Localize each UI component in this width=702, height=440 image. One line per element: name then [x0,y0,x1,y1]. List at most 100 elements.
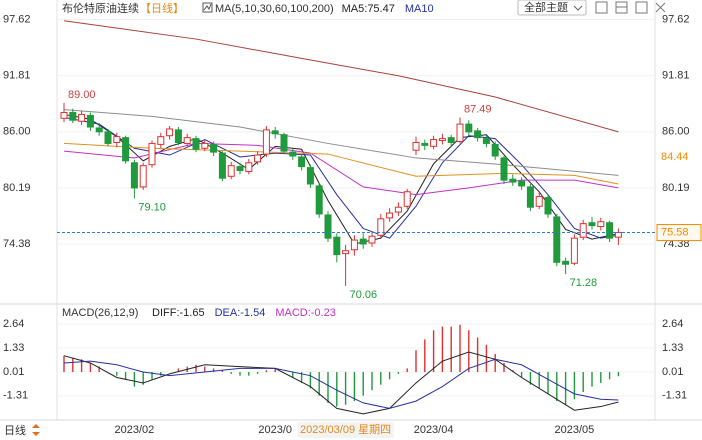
candle-body [104,131,112,144]
tab-arrows[interactable] [32,424,40,436]
ma-line [63,142,619,196]
extreme-label: 89.00 [68,89,96,101]
candle-body [289,151,297,157]
legend-entry: MA10 [405,3,434,15]
y-tick-label-right: 91.81 [662,70,690,82]
x-tick-label: 2023/0 [258,424,292,436]
candle-body [342,250,350,255]
cursor-label: 2023/03/09 星期四 [300,423,391,436]
y-tick-label-right: 1.33 [662,342,683,354]
candle-body [491,143,499,157]
candle-body [254,154,262,163]
candle-body [60,112,68,119]
candle-body [227,165,235,177]
candle-body [174,129,182,143]
y-tick-label: 97.62 [3,13,31,25]
candle-body [236,166,244,171]
candle-body [183,137,191,144]
macd-line [63,358,619,409]
x-tick-label: 2023/02 [115,424,155,436]
candle-body [403,191,411,207]
candle-body [86,114,94,128]
close-icon[interactable] [655,2,666,13]
x-tick-label: 2023/04 [414,424,454,436]
candle-body [368,235,376,244]
extreme-label: 79.10 [138,201,166,213]
candle-body [324,214,332,239]
y-tick-label-right: 2.64 [662,318,683,330]
y-tick-label: 0.01 [3,366,24,378]
y-tick-label-right: 97.62 [662,13,690,25]
candle-body [192,138,200,150]
ma-icon [202,2,213,13]
candle-body [553,216,561,263]
candle-body [412,141,420,151]
candle-body [438,138,446,142]
legend-entry: DEA:-1.54 [215,307,266,319]
theme-button[interactable] [517,0,587,16]
candle-body [95,127,103,133]
y-tick-label: 1.33 [3,342,24,354]
y-tick-label-right: 74.38 [662,238,690,250]
y-tick-label: 74.38 [3,238,31,250]
candle-body [482,138,490,144]
ma-line [63,116,619,239]
tool-icon[interactable] [595,1,608,14]
last-price-box [656,224,702,242]
last-price-label: 75.58 [661,226,689,238]
x-tick-label: 2023/05 [555,424,595,436]
indicator-label: MA(5,10,30,60,100,200) [215,3,334,15]
y-tick-label: 86.00 [3,126,31,138]
candle-body [579,223,587,238]
candle-body [280,134,288,152]
y-tick-label: 80.19 [3,182,31,194]
y-tick-label: 2.64 [3,318,24,330]
cursor-box [297,422,394,438]
extreme-label: 70.06 [350,289,378,301]
candle-body [350,239,358,251]
candle-body [201,142,209,149]
y-tick-label-right: 0.01 [662,366,683,378]
candle-body [474,130,482,139]
candle-body [157,136,165,145]
dropdown-arrow [573,5,583,11]
y-tick-label: -1.31 [3,390,28,402]
candle-body [377,218,385,236]
ma-line [63,20,619,133]
candle-body [245,162,253,172]
candle-body [606,222,614,239]
legend-entry: MA5:75.47 [342,3,395,15]
ma-line [63,142,619,185]
candle-body [465,123,473,133]
theme-button-label: 全部主题 [524,0,568,14]
candle-body [166,128,174,137]
candle-body [597,221,605,228]
candle-body [544,197,552,215]
candle-body [306,167,314,185]
candle-body [588,222,596,227]
candle-body [218,152,226,179]
indicator-title: MACD(26,12,9) [62,307,138,319]
y-tick-label-right: 86.00 [662,126,690,138]
candle-body [271,130,279,135]
candle-body [535,196,543,207]
candle-body [570,237,578,264]
macd-line [63,351,619,415]
extreme-label: 71.28 [570,277,598,289]
candle-body [315,185,323,215]
ma-line [63,113,619,245]
candle-body [69,112,77,121]
chart-title: 布伦特原油连续 [62,1,139,15]
extreme-label: 87.49 [464,103,492,115]
candle-body [430,139,438,147]
tool-icon[interactable] [635,1,648,14]
candle-body [421,142,429,146]
candle-body [518,180,526,187]
y-tick-label-right: -1.31 [662,390,687,402]
candle-body [386,212,394,219]
period-tab[interactable]: 日线 [4,423,26,437]
candle-body [210,143,218,153]
candle-body [614,232,622,238]
